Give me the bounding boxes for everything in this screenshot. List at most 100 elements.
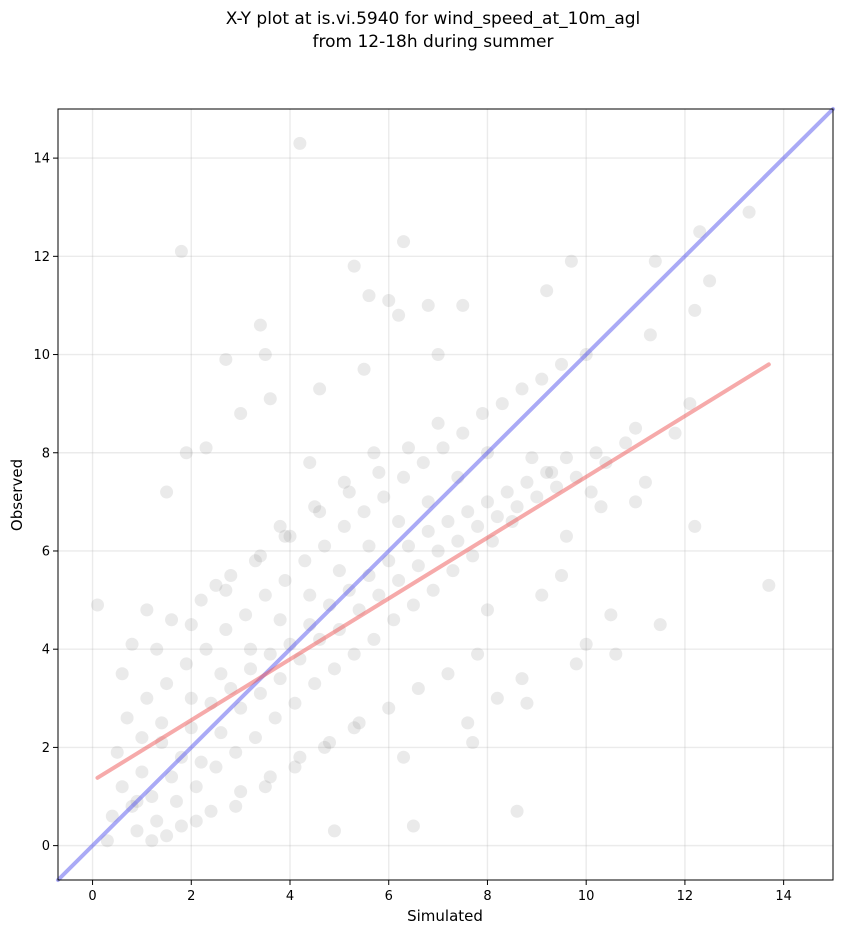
data-point — [421, 524, 435, 538]
data-point — [130, 824, 144, 838]
data-point — [194, 755, 208, 769]
data-point — [510, 500, 524, 514]
data-point — [545, 465, 559, 479]
data-point — [308, 500, 322, 514]
y-tick-label: 10 — [33, 348, 50, 363]
data-point — [688, 519, 702, 533]
data-point — [115, 780, 129, 794]
data-point — [293, 750, 307, 764]
data-point — [362, 289, 376, 303]
data-point — [322, 735, 336, 749]
data-point — [683, 397, 697, 411]
data-point — [288, 760, 302, 774]
data-point — [401, 539, 415, 553]
x-tick-label: 0 — [88, 889, 96, 904]
data-point — [510, 804, 524, 818]
data-point — [476, 406, 490, 420]
data-point — [229, 799, 243, 813]
data-point — [520, 475, 534, 489]
data-point — [248, 731, 262, 745]
data-point — [308, 677, 322, 691]
data-point — [179, 657, 193, 671]
data-point — [150, 642, 164, 656]
data-point — [244, 642, 258, 656]
data-point — [416, 456, 430, 470]
data-point — [135, 765, 149, 779]
data-point — [189, 780, 203, 794]
data-point — [273, 519, 287, 533]
data-point — [273, 613, 287, 627]
data-point — [397, 470, 411, 484]
data-point — [594, 500, 608, 514]
chart-title-line2: from 12-18h during summer — [313, 32, 554, 52]
data-point — [569, 657, 583, 671]
data-point — [421, 298, 435, 312]
data-point — [540, 284, 554, 298]
data-point — [337, 519, 351, 533]
x-axis-ticks: 0 2 4 6 8 10 12 14 — [88, 880, 792, 904]
data-point — [456, 298, 470, 312]
data-point — [638, 475, 652, 489]
data-point — [145, 834, 159, 848]
data-point — [559, 451, 573, 465]
data-point — [579, 637, 593, 651]
data-point — [100, 834, 114, 848]
data-point — [288, 696, 302, 710]
data-point — [125, 637, 139, 651]
data-point — [401, 441, 415, 455]
data-point — [234, 701, 248, 715]
data-point — [248, 554, 262, 568]
data-point — [347, 259, 361, 273]
data-point — [337, 475, 351, 489]
data-point — [199, 441, 213, 455]
data-point — [199, 642, 213, 656]
data-point — [342, 485, 356, 499]
data-point — [318, 740, 332, 754]
data-point — [471, 519, 485, 533]
y-tick-label: 6 — [42, 544, 50, 559]
data-point — [204, 804, 218, 818]
data-point — [629, 421, 643, 435]
data-point — [397, 750, 411, 764]
data-point — [214, 726, 228, 740]
data-point — [372, 588, 386, 602]
y-tick-label: 8 — [42, 446, 50, 461]
data-point — [150, 814, 164, 828]
y-axis-label: Observed — [8, 459, 26, 531]
data-point — [392, 308, 406, 322]
data-point — [431, 544, 445, 558]
data-point — [648, 254, 662, 268]
data-point — [500, 485, 514, 499]
x-axis-label: Simulated — [407, 907, 483, 925]
data-point — [629, 495, 643, 509]
data-point — [466, 735, 480, 749]
data-point — [559, 529, 573, 543]
data-point — [209, 578, 223, 592]
y-tick-label: 12 — [33, 250, 50, 265]
data-point — [140, 691, 154, 705]
data-point — [431, 348, 445, 362]
plot-area-frame — [57, 108, 834, 881]
x-tick-label: 8 — [483, 889, 491, 904]
data-point — [564, 254, 578, 268]
data-point — [209, 760, 223, 774]
data-point — [253, 549, 267, 563]
data-point — [466, 549, 480, 563]
data-point — [239, 608, 253, 622]
data-point — [362, 539, 376, 553]
data-point — [515, 382, 529, 396]
data-point — [693, 225, 707, 239]
data-point — [411, 681, 425, 695]
data-point — [446, 564, 460, 578]
y-tick-label: 0 — [42, 839, 50, 854]
data-point — [426, 583, 440, 597]
data-point — [480, 603, 494, 617]
data-point — [352, 716, 366, 730]
data-point — [357, 505, 371, 519]
data-point — [214, 667, 228, 681]
data-point — [174, 244, 188, 258]
data-point — [160, 829, 174, 843]
data-point — [461, 505, 475, 519]
data-point — [742, 205, 756, 219]
data-point — [253, 686, 267, 700]
